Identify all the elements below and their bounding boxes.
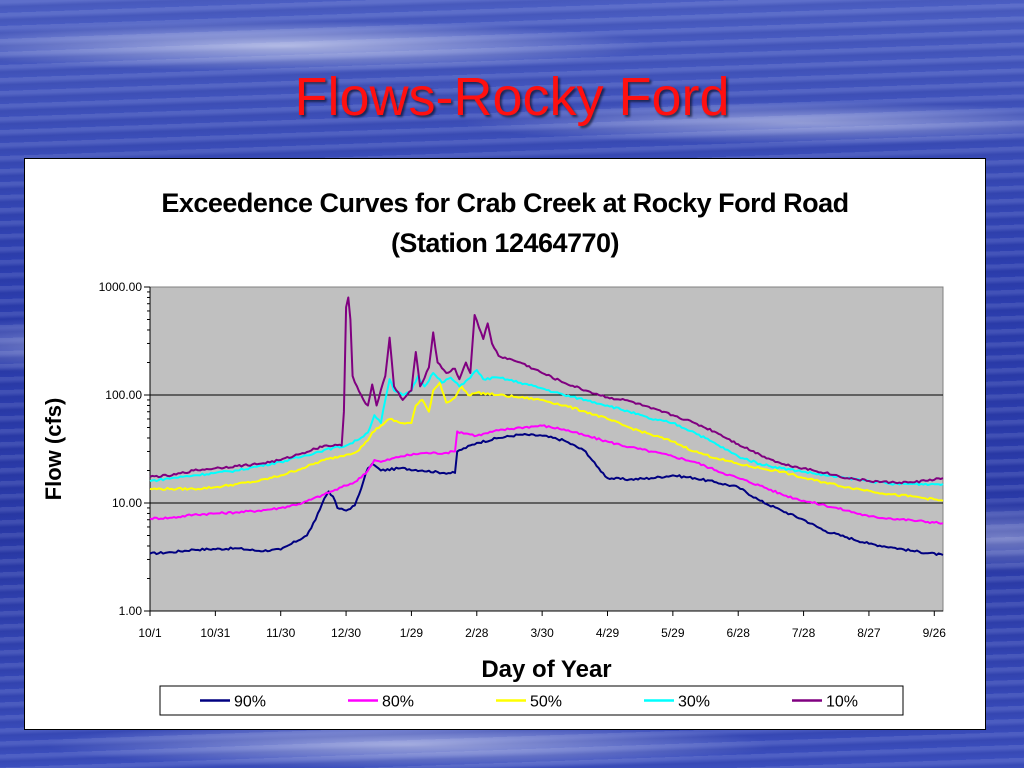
x-tick-label: 11/30 <box>266 626 295 640</box>
legend-label: 50% <box>530 694 562 711</box>
x-tick-label: 10/1 <box>138 626 162 640</box>
legend-label: 30% <box>678 694 710 711</box>
chart-panel: Exceedence Curves for Crab Creek at Rock… <box>24 158 986 730</box>
x-tick-label: 3/30 <box>530 626 554 640</box>
x-tick-label: 12/30 <box>331 626 361 640</box>
slide-title: Flows-Rocky Ford <box>294 67 730 127</box>
series-line-10-pct <box>149 296 944 485</box>
x-tick-label: 1/29 <box>400 626 424 640</box>
x-tick-label: 10/31 <box>200 626 230 640</box>
legend-label: 80% <box>382 694 414 711</box>
series-line-30-pct <box>149 369 944 486</box>
legend-box <box>159 685 904 716</box>
y-axis-title: Flow (cfs) <box>41 398 66 501</box>
x-tick-label: 2/28 <box>465 626 489 640</box>
x-axis-title: Day of Year <box>481 656 611 683</box>
y-tick-label: 1000.00 <box>99 280 143 294</box>
x-tick-label: 5/29 <box>661 626 685 640</box>
plot-area <box>149 286 944 612</box>
y-tick-label: 10.00 <box>112 496 142 510</box>
series-line-90-pct <box>149 433 944 556</box>
series-line-80-pct <box>149 424 944 525</box>
y-tick-label: 100.00 <box>105 388 142 402</box>
series-line-50-pct <box>149 381 944 502</box>
chart-title: Exceedence Curves for Crab Creek at Rock… <box>25 183 985 263</box>
x-tick-label: 4/29 <box>596 626 620 640</box>
x-tick-label: 9/26 <box>923 626 947 640</box>
chart-title-line-1: Exceedence Curves for Crab Creek at Rock… <box>161 188 849 218</box>
y-tick-label: 1.00 <box>119 604 143 618</box>
legend-label: 90% <box>234 694 266 711</box>
x-tick-label: 6/28 <box>727 626 751 640</box>
legend-label: 10% <box>826 694 858 711</box>
x-tick-label: 7/28 <box>792 626 816 640</box>
x-tick-label: 8/27 <box>857 626 881 640</box>
chart-svg: 1.00 10.00 100.00 1000.00 10/1 10/31 11/30 12/3… <box>41 280 947 716</box>
chart-title-line-2: (Station 12464770) <box>390 228 620 258</box>
